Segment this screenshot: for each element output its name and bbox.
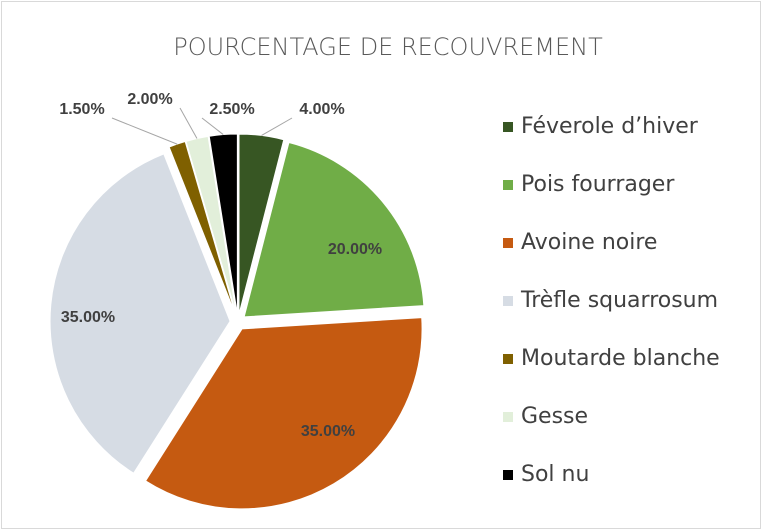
- data-label: 4.00%: [299, 101, 344, 118]
- legend-label: Avoine noire: [521, 230, 657, 255]
- legend-label: Trèfle squarrosum: [520, 288, 718, 313]
- leader-line: [179, 107, 198, 139]
- pie-slice: [243, 141, 425, 318]
- data-label: 35.00%: [61, 309, 115, 326]
- pie-slice: [185, 135, 237, 315]
- legend-swatch: [503, 470, 513, 480]
- pie-slice: [238, 133, 285, 315]
- data-label: 2.50%: [209, 101, 254, 118]
- data-label: 1.50%: [59, 101, 104, 118]
- chart-title: POURCENTAGE DE RECOUVREMENT: [173, 33, 603, 61]
- legend-label: Pois fourrager: [521, 172, 675, 197]
- leader-line: [201, 117, 224, 135]
- legend-swatch: [503, 238, 513, 248]
- leader-line: [111, 117, 178, 145]
- legend-swatch: [503, 354, 513, 364]
- data-label: 35.00%: [301, 423, 355, 440]
- data-label: 20.00%: [328, 241, 382, 258]
- legend-swatch: [503, 412, 513, 422]
- leader-line: [261, 117, 293, 136]
- legend-swatch: [503, 180, 513, 190]
- legend-swatch: [503, 122, 513, 132]
- data-label: 2.00%: [127, 91, 172, 108]
- legend-swatch: [503, 296, 513, 306]
- legend-label: Gesse: [521, 404, 588, 429]
- legend-label: Moutarde blanche: [521, 346, 720, 371]
- legend-label: Sol nu: [521, 462, 589, 487]
- pie-slice: [49, 153, 231, 474]
- pie-slice: [144, 317, 423, 510]
- legend-label: Féverole d’hiver: [521, 114, 699, 139]
